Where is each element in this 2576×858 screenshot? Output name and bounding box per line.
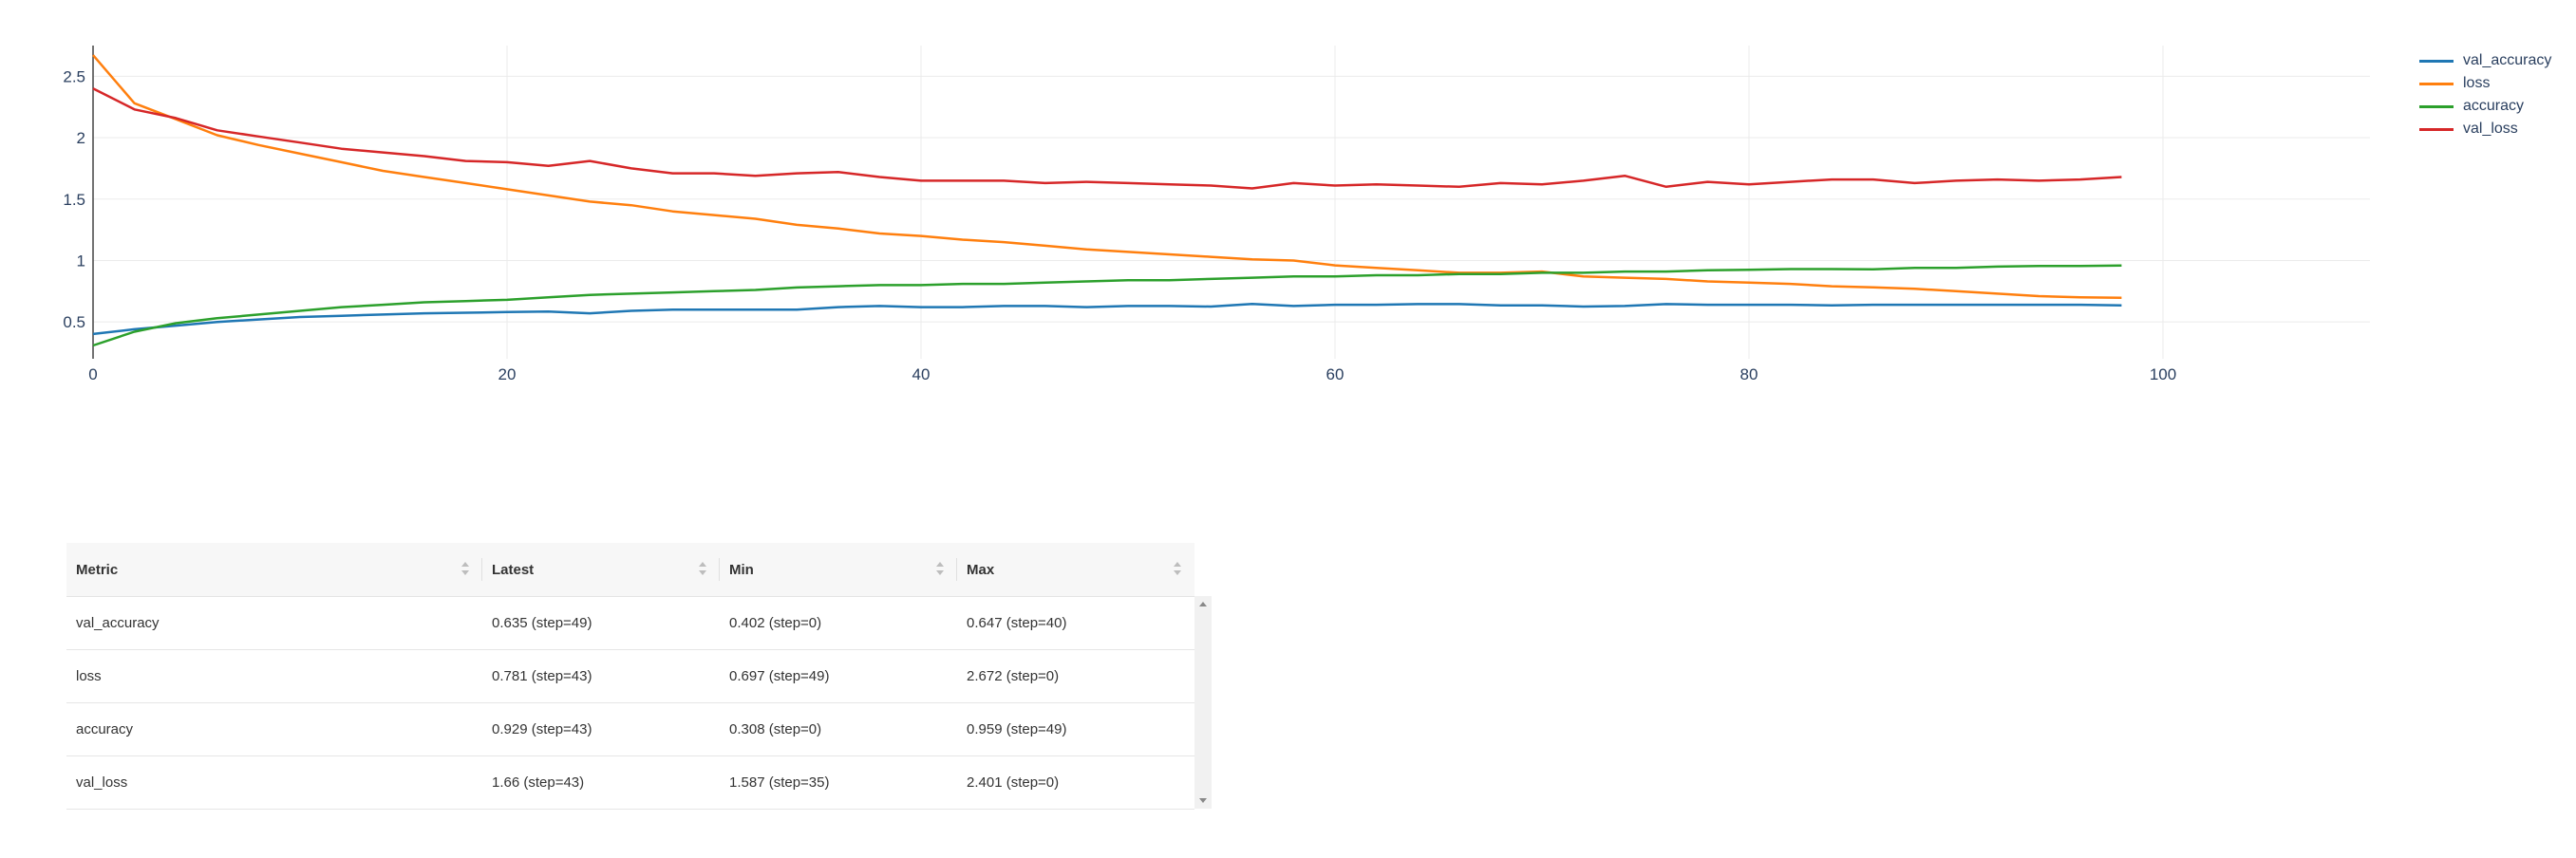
- chart-grid: [93, 46, 2370, 359]
- table-row: loss 0.781 (step=43) 0.697 (step=49) 2.6…: [66, 649, 1194, 703]
- column-divider: [481, 558, 482, 581]
- table-cell: 2.672 (step=0): [957, 649, 1194, 703]
- chart-ticks: 0 20 40 60 80 100 0.5 1 1.5 2 2.5: [63, 67, 2176, 383]
- chart-series: [92, 54, 2122, 347]
- legend-swatch: [2419, 59, 2454, 63]
- line-chart: 0 20 40 60 80 100 0.5 1 1.5 2 2.5: [63, 46, 2370, 383]
- y-tick-label: 1: [77, 252, 85, 270]
- column-divider: [956, 558, 957, 581]
- column-label: Metric: [76, 561, 119, 578]
- legend-label: accuracy: [2463, 98, 2525, 114]
- table-cell: 2.401 (step=0): [957, 755, 1194, 810]
- column-header-latest[interactable]: Latest: [482, 543, 720, 597]
- sort-icon[interactable]: [1174, 562, 1181, 577]
- table-cell: 1.66 (step=43): [482, 755, 720, 810]
- sort-icon[interactable]: [699, 562, 706, 577]
- sort-icon[interactable]: [461, 562, 469, 577]
- column-header-max[interactable]: Max: [957, 543, 1194, 597]
- table-cell: 0.959 (step=49): [957, 702, 1194, 756]
- table-cell: 0.929 (step=43): [482, 702, 720, 756]
- x-tick-label: 20: [498, 365, 517, 383]
- legend-swatch: [2419, 104, 2454, 108]
- table-cell: 0.781 (step=43): [482, 649, 720, 703]
- legend-label: val_accuracy: [2463, 52, 2552, 68]
- x-tick-label: 40: [912, 365, 931, 383]
- legend-swatch: [2419, 127, 2454, 131]
- table-cell: 0.635 (step=49): [482, 596, 720, 650]
- metrics-table: Metric Latest Min Max val_accuracy 0.635…: [66, 543, 1212, 810]
- series-line-val-accuracy: [92, 302, 2122, 336]
- table-cell: 0.647 (step=40): [957, 596, 1194, 650]
- table-cell: loss: [66, 649, 482, 703]
- column-header-min[interactable]: Min: [720, 543, 957, 597]
- y-tick-label: 0.5: [63, 313, 85, 331]
- table-cell: 0.402 (step=0): [720, 596, 957, 650]
- table-cell: val_accuracy: [66, 596, 482, 650]
- series-line-loss: [92, 54, 2122, 299]
- scroll-up-icon[interactable]: [1199, 602, 1207, 606]
- legend-item-val-loss[interactable]: val_loss: [2419, 118, 2551, 140]
- column-divider: [719, 558, 720, 581]
- table-row: accuracy 0.929 (step=43) 0.308 (step=0) …: [66, 702, 1194, 756]
- table-cell: 0.308 (step=0): [720, 702, 957, 756]
- scroll-down-icon[interactable]: [1199, 798, 1207, 803]
- table-cell: 1.587 (step=35): [720, 755, 957, 810]
- column-label: Latest: [492, 561, 535, 578]
- y-tick-label: 2: [77, 129, 85, 147]
- table-row: val_accuracy 0.635 (step=49) 0.402 (step…: [66, 596, 1194, 650]
- x-tick-label: 0: [88, 365, 97, 383]
- series-line-accuracy: [92, 264, 2122, 347]
- x-tick-label: 80: [1740, 365, 1758, 383]
- y-tick-label: 2.5: [63, 67, 85, 85]
- table-cell: val_loss: [66, 755, 482, 810]
- chart-legend: val_accuracy loss accuracy val_loss: [2419, 49, 2551, 140]
- legend-item-accuracy[interactable]: accuracy: [2419, 95, 2551, 118]
- table-header-row: Metric Latest Min Max: [66, 543, 1194, 597]
- column-label: Max: [967, 561, 995, 578]
- legend-swatch: [2419, 82, 2454, 85]
- legend-label: loss: [2463, 75, 2491, 91]
- x-tick-label: 100: [2150, 365, 2176, 383]
- column-label: Min: [729, 561, 754, 578]
- metrics-grid: Metric Latest Min Max val_accuracy 0.635…: [66, 543, 1194, 810]
- legend-item-loss[interactable]: loss: [2419, 72, 2551, 95]
- legend-label: val_loss: [2463, 121, 2518, 137]
- table-scrollbar[interactable]: [1194, 596, 1212, 809]
- series-line-val-loss: [92, 87, 2122, 190]
- column-header-metric[interactable]: Metric: [66, 543, 482, 597]
- y-tick-label: 1.5: [63, 191, 85, 209]
- table-cell: 0.697 (step=49): [720, 649, 957, 703]
- x-tick-label: 60: [1326, 365, 1344, 383]
- sort-icon[interactable]: [936, 562, 944, 577]
- table-cell: accuracy: [66, 702, 482, 756]
- legend-item-val-accuracy[interactable]: val_accuracy: [2419, 49, 2551, 72]
- table-row: val_loss 1.66 (step=43) 1.587 (step=35) …: [66, 755, 1194, 810]
